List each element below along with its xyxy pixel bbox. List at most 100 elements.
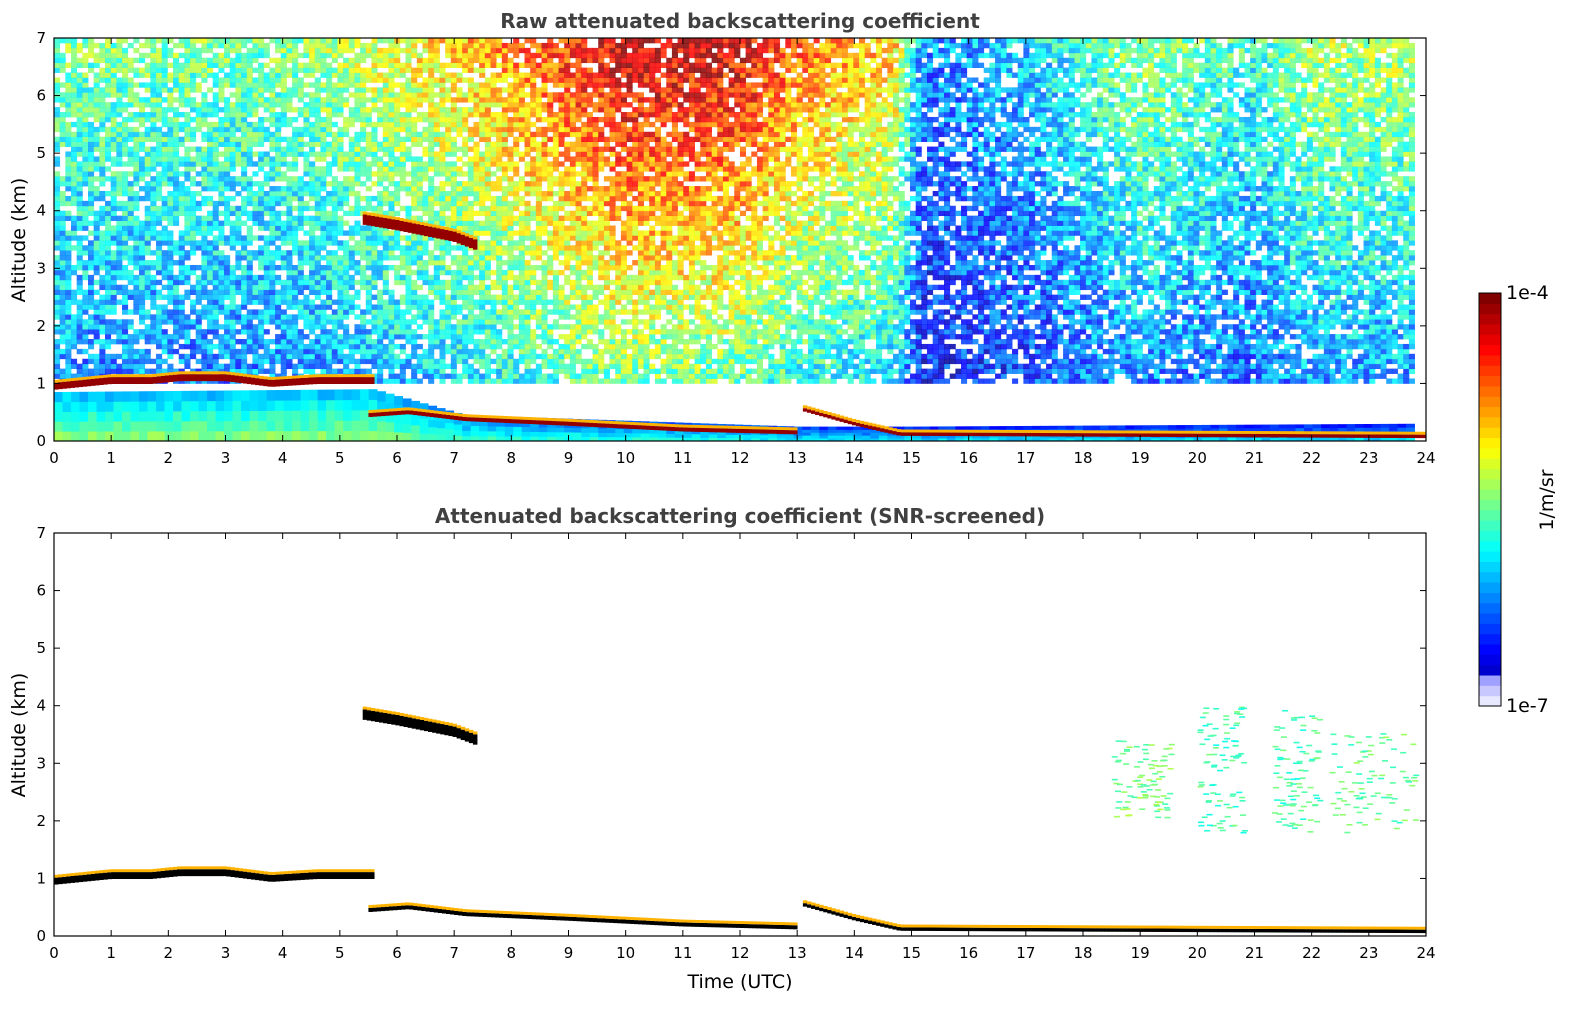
backscatter-cell — [530, 235, 537, 241]
backscatter-cell — [263, 205, 270, 212]
backscatter-cell — [127, 97, 134, 103]
backscatter-cell — [122, 38, 129, 44]
backscatter-cell — [275, 38, 282, 44]
backscatter-cell — [490, 42, 497, 49]
backscatter-cell — [348, 141, 355, 147]
backscatter-cell — [178, 299, 185, 305]
backscatter-cell — [82, 166, 89, 172]
backscatter-cell — [535, 343, 542, 350]
backscatter-cell — [518, 265, 525, 271]
backscatter-cell — [280, 324, 287, 330]
backscatter-cell — [439, 329, 446, 335]
backscatter-cell — [59, 141, 66, 147]
backscatter-cell — [201, 265, 208, 271]
backscatter-cell — [399, 363, 406, 370]
backscatter-cell — [309, 97, 316, 103]
backscatter-cell — [518, 260, 525, 266]
backscatter-cell — [139, 289, 146, 295]
backscatter-cell — [263, 339, 270, 345]
backscatter-cell — [513, 373, 520, 379]
backscatter-cell — [116, 250, 123, 256]
backscatter-cell — [110, 102, 117, 108]
backscatter-cell — [297, 131, 304, 138]
backscatter-cell — [411, 363, 418, 370]
backscatter-cell — [116, 225, 123, 231]
backscatter-cell — [161, 107, 168, 113]
backscatter-cell — [507, 260, 514, 266]
backscatter-cell — [156, 112, 163, 118]
backscatter-cell — [484, 171, 491, 177]
backscatter-cell — [280, 146, 287, 152]
backscatter-cell — [490, 329, 497, 335]
backscatter-cell — [535, 225, 542, 231]
backscatter-cell — [445, 363, 452, 370]
backscatter-cell — [76, 77, 83, 83]
backscatter-cell — [173, 200, 180, 207]
backscatter-cell — [337, 72, 344, 78]
backscatter-cell — [241, 131, 248, 138]
backscatter-cell — [496, 255, 503, 261]
backscatter-cell — [161, 250, 168, 256]
backscatter-cell — [382, 116, 389, 123]
backscatter-cell — [207, 260, 214, 266]
backscatter-cell — [82, 329, 89, 335]
backscatter-cell — [524, 38, 531, 44]
backscatter-cell — [405, 284, 412, 291]
backscatter-cell — [207, 289, 214, 295]
backscatter-cell — [365, 260, 372, 266]
backscatter-cell — [133, 334, 140, 340]
backscatter-cell — [144, 235, 151, 241]
backscatter-cell — [190, 102, 197, 108]
backscatter-cell — [496, 87, 503, 93]
backscatter-cell — [116, 126, 123, 133]
backscatter-cell — [190, 156, 197, 162]
backscatter-cell — [371, 319, 378, 325]
backscatter-cell — [377, 358, 384, 365]
backscatter-cell — [116, 215, 123, 221]
backscatter-cell — [365, 72, 372, 78]
backscatter-cell — [445, 329, 452, 335]
backscatter-cell — [229, 358, 236, 365]
backscatter-cell — [456, 156, 463, 162]
backscatter-cell — [116, 265, 123, 271]
backscatter-cell — [450, 181, 457, 187]
backscatter-cell — [156, 319, 163, 325]
backscatter-cell — [65, 97, 72, 103]
backscatter-cell — [513, 343, 520, 350]
backscatter-cell — [462, 92, 469, 98]
backscatter-cell — [229, 368, 236, 374]
backscatter-cell — [439, 358, 446, 365]
backscatter-cell — [269, 363, 276, 370]
backscatter-cell — [456, 181, 463, 187]
backscatter-cell — [59, 260, 66, 266]
backscatter-cell — [190, 250, 197, 256]
backscatter-cell — [530, 358, 537, 365]
backscatter-cell — [377, 353, 384, 360]
backscatter-cell — [422, 112, 429, 118]
backscatter-cell — [479, 225, 486, 231]
backscatter-cell — [178, 126, 185, 133]
backscatter-cell — [309, 62, 316, 68]
backscatter-cell — [241, 245, 248, 251]
backscatter-cell — [422, 116, 429, 123]
backscatter-cell — [416, 343, 423, 350]
backscatter-cell — [82, 57, 89, 64]
backscatter-cell — [88, 146, 95, 152]
backscatter-cell — [76, 57, 83, 64]
backscatter-cell — [241, 235, 248, 241]
backscatter-cell — [59, 269, 66, 276]
backscatter-cell — [450, 274, 457, 281]
backscatter-cell — [445, 38, 452, 44]
backscatter-cell — [394, 299, 401, 305]
backscatter-cell — [377, 200, 384, 207]
backscatter-cell — [399, 373, 406, 379]
backscatter-cell — [428, 136, 435, 143]
backscatter-cell — [93, 77, 100, 83]
backscatter-cell — [292, 126, 299, 133]
backscatter-cell — [365, 279, 372, 286]
backscatter-cell — [178, 274, 185, 281]
backscatter-cell — [320, 235, 327, 241]
backscatter-cell — [122, 102, 129, 108]
backscatter-cell — [76, 319, 83, 325]
backscatter-cell — [54, 240, 61, 246]
